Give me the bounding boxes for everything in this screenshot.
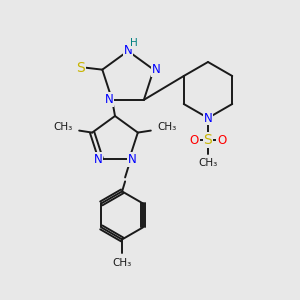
Text: N: N [124, 44, 132, 58]
Text: S: S [204, 133, 212, 147]
Text: N: N [204, 112, 212, 124]
Text: N: N [152, 63, 161, 76]
Text: CH₃: CH₃ [53, 122, 72, 132]
Text: N: N [105, 93, 113, 106]
Text: CH₃: CH₃ [158, 122, 177, 132]
Text: H: H [130, 38, 138, 48]
Text: N: N [128, 153, 136, 166]
Text: N: N [94, 153, 102, 166]
Text: CH₃: CH₃ [112, 258, 132, 268]
Text: O: O [218, 134, 226, 146]
Text: O: O [189, 134, 199, 146]
Text: S: S [76, 61, 85, 75]
Text: CH₃: CH₃ [198, 158, 218, 168]
